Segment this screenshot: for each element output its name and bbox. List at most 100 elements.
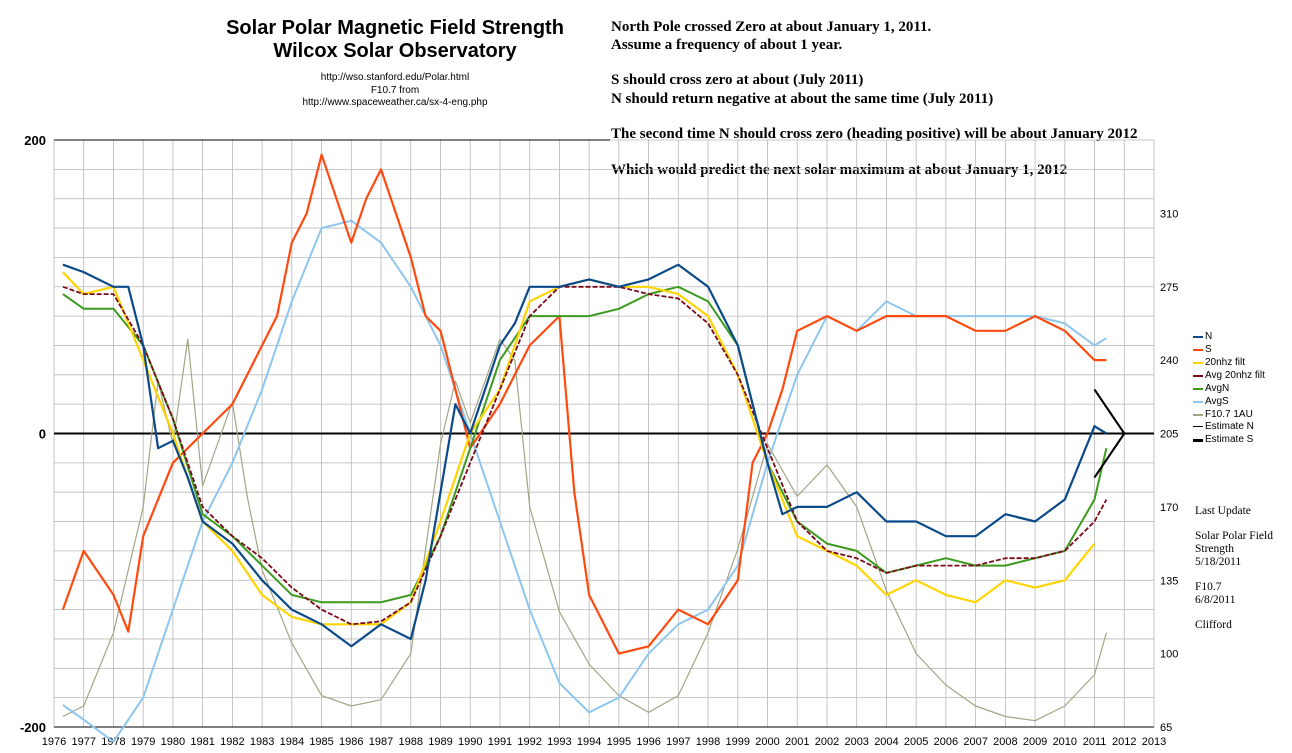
- note-1: North Pole crossed Zero at about January…: [611, 19, 932, 35]
- legend-label-avg20nhz: Avg 20nhz filt: [1205, 370, 1265, 381]
- last-update-label: Last Update: [1195, 505, 1251, 517]
- series-line-avgn: [62, 285, 1108, 604]
- x-tick-label: 2001: [785, 736, 809, 748]
- legend-label-20nhz: 20nhz filt: [1205, 357, 1246, 368]
- legend-swatch-n: [1193, 336, 1203, 338]
- series-line-ests: [1093, 388, 1126, 479]
- y-right-tick-label: 170: [1160, 502, 1178, 514]
- legend-swatch-avgn: [1193, 388, 1203, 390]
- y-right-tick-label: 100: [1160, 649, 1178, 661]
- x-tick-label: 2002: [815, 736, 839, 748]
- legend-item-n: N: [1193, 330, 1213, 343]
- polar-field-date: 5/18/2011: [1195, 556, 1242, 568]
- x-tick-label: 1991: [488, 736, 512, 748]
- note-6: Which would predict the next solar maxim…: [611, 162, 1068, 178]
- x-tick-label: 1990: [458, 736, 482, 748]
- y-right-tick-label: 205: [1160, 429, 1178, 441]
- x-tick-label: 2007: [963, 736, 987, 748]
- series-line-n: [62, 263, 1107, 648]
- x-tick-label: 2010: [1053, 736, 1077, 748]
- chart-title-line2: Wilcox Solar Observatory: [273, 40, 517, 62]
- legend-item-s: S: [1193, 343, 1212, 356]
- x-tick-label: 1999: [726, 736, 750, 748]
- x-tick-label: 1986: [339, 736, 363, 748]
- x-tick-label: 1980: [161, 736, 185, 748]
- legend-swatch-avgs: [1193, 401, 1203, 403]
- x-tick-label: 1996: [636, 736, 660, 748]
- x-tick-label: 2011: [1083, 736, 1107, 748]
- legend-label-ests: Estimate S: [1205, 434, 1254, 445]
- x-tick-label: 1987: [369, 736, 393, 748]
- x-tick-label: 2005: [904, 736, 928, 748]
- note-4: N should return negative at about the sa…: [611, 91, 994, 107]
- note-3: S should cross zero at about (July 2011): [611, 72, 864, 88]
- x-tick-label: 1993: [547, 736, 571, 748]
- x-tick-label: 1981: [190, 736, 214, 748]
- x-tick-label: 1983: [250, 736, 274, 748]
- f107-label: F10.7: [1195, 581, 1222, 593]
- y-left-tick-label: 200: [24, 133, 46, 148]
- legend-label-avgn: AvgN: [1205, 383, 1230, 394]
- chart-title-line1: Solar Polar Magnetic Field Strength: [226, 17, 564, 39]
- x-tick-label: 1984: [280, 736, 304, 748]
- legend-item-avgn: AvgN: [1193, 382, 1230, 395]
- x-tick-label: 1995: [607, 736, 631, 748]
- y-right-tick-label: 135: [1160, 575, 1178, 587]
- x-tick-label: 2012: [1112, 736, 1136, 748]
- legend-label-s: S: [1205, 344, 1212, 355]
- y-right-tick-label: 275: [1160, 282, 1178, 294]
- x-tick-label: 2006: [934, 736, 958, 748]
- x-tick-label: 1982: [220, 736, 244, 748]
- legend-item-avgs: AvgS: [1193, 395, 1229, 408]
- legend-swatch-ests: [1193, 439, 1203, 442]
- y-right-tick-label: 310: [1160, 208, 1178, 220]
- y-left-tick-label: -200: [20, 720, 46, 735]
- legend-swatch-f107: [1193, 414, 1203, 416]
- legend-label-f107: F10.7 1AU: [1205, 409, 1253, 420]
- legend-swatch-s: [1193, 349, 1203, 351]
- x-tick-label: 2013: [1142, 736, 1166, 748]
- x-tick-label: 2004: [874, 736, 898, 748]
- x-tick-label: 2009: [1023, 736, 1047, 748]
- legend-item-20nhz: 20nhz filt: [1193, 356, 1246, 369]
- y-right-tick-label: 240: [1160, 355, 1178, 367]
- legend-swatch-avg20nhz: [1193, 375, 1203, 377]
- legend-swatch-20nhz: [1193, 362, 1203, 364]
- series-line-avgs: [62, 219, 1107, 743]
- x-tick-label: 1977: [71, 736, 95, 748]
- legend-item-ests: Estimate S: [1193, 433, 1254, 446]
- x-tick-label: 1988: [399, 736, 423, 748]
- legend-item-estn: Estimate N: [1193, 420, 1254, 433]
- source-url-spaceweather: http://www.spaceweather.ca/sx-4-eng.php: [302, 97, 488, 108]
- x-tick-label: 1985: [309, 736, 333, 748]
- x-tick-label: 1976: [42, 736, 66, 748]
- source-f107-label: F10.7 from: [370, 85, 420, 96]
- polar-field-label-2: Strength: [1195, 543, 1234, 555]
- x-tick-label: 1994: [577, 736, 601, 748]
- series-line-filt20: [62, 271, 1096, 626]
- note-2: Assume a frequency of about 1 year.: [611, 37, 843, 53]
- polar-field-label-1: Solar Polar Field: [1195, 530, 1273, 542]
- series-line-avgfilt: [62, 285, 1108, 626]
- series-line-s: [61, 153, 1107, 655]
- f107-date: 6/8/2011: [1195, 594, 1236, 606]
- x-tick-label: 1989: [428, 736, 452, 748]
- legend-label-avgs: AvgS: [1205, 396, 1229, 407]
- y-left-tick-label: 0: [39, 427, 46, 442]
- x-tick-label: 2003: [844, 736, 868, 748]
- legend-item-f107: F10.7 1AU: [1193, 408, 1253, 421]
- x-tick-label: 1998: [696, 736, 720, 748]
- x-tick-label: 1979: [131, 736, 155, 748]
- x-tick-label: 2008: [993, 736, 1017, 748]
- legend-swatch-estn: [1193, 426, 1203, 427]
- y-right-tick-label: 65: [1160, 722, 1172, 734]
- legend-label-estn: Estimate N: [1205, 421, 1254, 432]
- series-line-f107: [62, 338, 1107, 722]
- source-url-polar: http://wso.stanford.edu/Polar.html: [320, 72, 470, 83]
- legend-label-n: N: [1205, 331, 1213, 342]
- note-5: The second time N should cross zero (hea…: [611, 126, 1138, 142]
- legend-item-avg20nhz: Avg 20nhz filt: [1193, 369, 1265, 382]
- x-tick-label: 1997: [666, 736, 690, 748]
- x-tick-label: 2000: [755, 736, 779, 748]
